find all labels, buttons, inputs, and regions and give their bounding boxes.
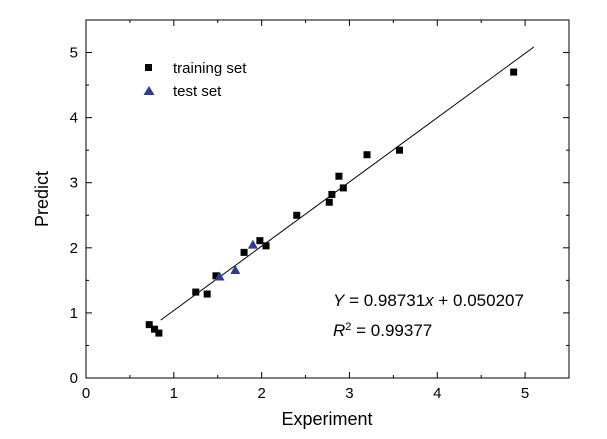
training-point (396, 146, 404, 154)
training-point (145, 321, 153, 329)
test-point (230, 264, 241, 274)
training-point (328, 190, 336, 198)
training-point (192, 288, 200, 296)
r-squared: R2 = 0.99377 (333, 321, 432, 340)
training-point (262, 242, 270, 250)
x-tick-label: 5 (521, 385, 529, 402)
training-point (335, 172, 343, 180)
x-axis-title: Experiment (281, 409, 372, 429)
y-tick-label: 2 (70, 240, 78, 257)
training-point (339, 184, 347, 192)
training-point (155, 329, 163, 337)
r-value: = 0.99377 (351, 321, 432, 340)
y-tick-label: 3 (70, 175, 78, 192)
training-point (150, 325, 158, 333)
training-point (363, 151, 371, 159)
y-tick-label: 0 (70, 370, 78, 387)
legend-marker-test (143, 86, 155, 95)
x-tick-label: 2 (257, 385, 265, 402)
legend-label-training: training set (173, 60, 247, 77)
regression-equation: Y = 0.98731x + 0.050207 (333, 291, 524, 310)
training-point (203, 290, 211, 298)
legend: training set test set (143, 60, 247, 100)
training-point (510, 68, 518, 76)
eq-x-var: x (424, 291, 434, 310)
test-point (247, 239, 258, 249)
plot-frame (85, 19, 570, 379)
training-point (325, 198, 333, 206)
training-point (293, 211, 301, 219)
r-var: R (333, 321, 345, 340)
eq-y-var: Y (333, 291, 346, 310)
r-exponent: 2 (345, 321, 351, 333)
legend-marker-training (145, 64, 152, 71)
y-tick-label: 1 (70, 305, 78, 322)
training-point (240, 248, 248, 256)
axis-ticks: 0 1 2 3 4 5 0 1 2 3 4 5 (70, 19, 570, 402)
x-tick-label: 1 (170, 385, 178, 402)
eq-slope: = 0.98731 (344, 291, 425, 310)
training-point (256, 237, 264, 245)
eq-intercept: + 0.050207 (434, 291, 524, 310)
y-axis-title: Predict (32, 171, 52, 227)
x-tick-label: 4 (433, 385, 441, 402)
training-point (212, 272, 220, 280)
y-tick-label: 5 (70, 45, 78, 62)
legend-label-test: test set (173, 83, 222, 100)
x-tick-label: 0 (82, 385, 90, 402)
fit-line-group (160, 46, 535, 321)
fit-line (160, 46, 535, 321)
test-point (214, 271, 225, 281)
y-tick-label: 4 (70, 110, 78, 127)
x-tick-label: 3 (345, 385, 353, 402)
data-points (145, 68, 518, 337)
